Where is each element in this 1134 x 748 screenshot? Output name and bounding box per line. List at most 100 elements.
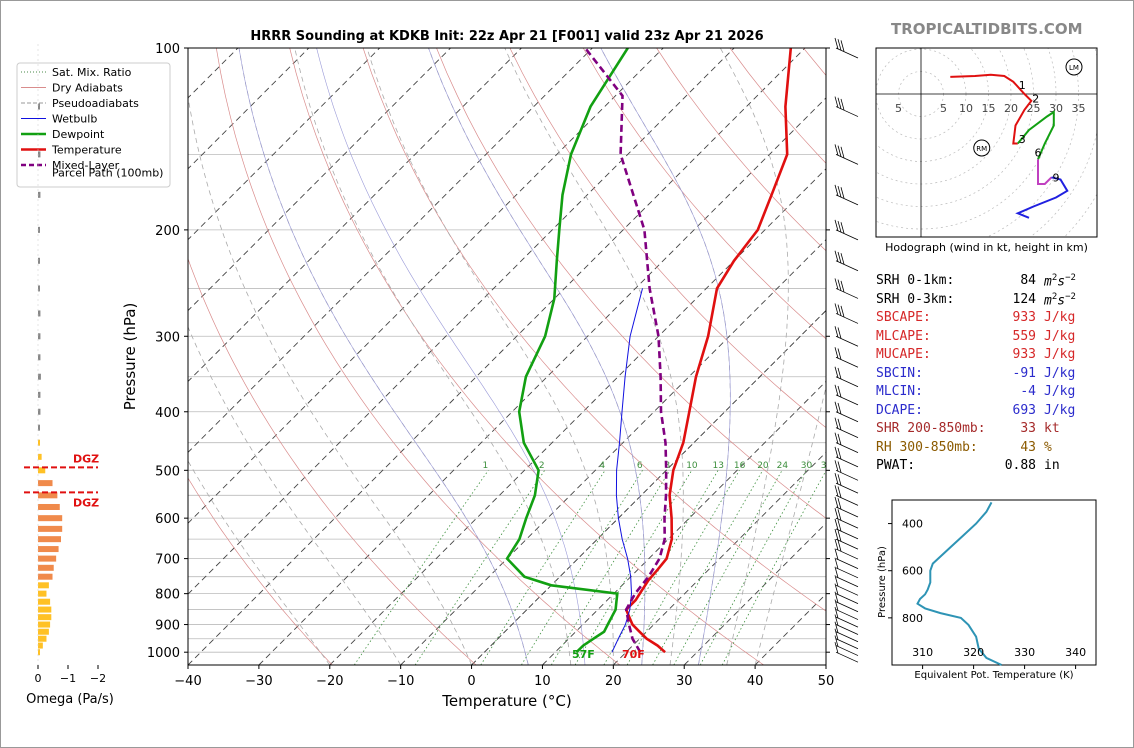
wind-barb-flag <box>840 305 845 317</box>
index-unit: m2s−2 <box>1044 273 1076 290</box>
omega-bar <box>38 606 52 613</box>
mixing-ratio-line <box>626 470 740 665</box>
theta-e-x-tick-label: 310 <box>912 646 933 659</box>
wind-barb <box>835 469 859 481</box>
omega-bar <box>38 310 41 317</box>
wind-barb <box>835 528 859 540</box>
wind-barb-flag <box>834 432 839 444</box>
index-value: 33 <box>1020 421 1036 436</box>
mixing-ratio-label: 1 <box>483 461 489 471</box>
storm-motion-marker <box>1065 58 1083 76</box>
index-label: SRH 0-3km: <box>876 291 955 307</box>
index-value: 693 <box>1012 402 1036 418</box>
omega-bar <box>38 642 43 649</box>
omega-bar <box>38 649 40 656</box>
y-tick-label: 100 <box>155 42 180 57</box>
pseudoadiabat <box>238 48 529 665</box>
wind-barb <box>835 631 859 643</box>
index-label: SRH 0-1km: <box>876 273 955 288</box>
mixing-ratio-label: 24 <box>777 461 789 471</box>
legend-label: Dry Adiabats <box>52 82 123 95</box>
wind-barb-flag <box>837 304 842 316</box>
isotherm <box>329 168 826 665</box>
dry-adiabat <box>582 48 826 340</box>
mixing-ratio-line <box>699 470 807 665</box>
wind-barb-flag <box>837 486 842 498</box>
x-tick-label: −30 <box>245 674 272 689</box>
legend-label: Sat. Mix. Ratio <box>52 66 132 79</box>
wind-barb-flag <box>834 591 839 603</box>
wind-barb <box>835 411 859 423</box>
surface-temp-label: 70F <box>622 648 645 661</box>
y-tick-label: 700 <box>155 553 180 568</box>
index-row: MLCAPE: <box>876 329 931 344</box>
wind-barb-flag <box>834 485 839 497</box>
omega-bar <box>38 257 40 264</box>
wind-barb-flag <box>837 251 842 264</box>
wind-barb <box>835 558 859 569</box>
hodograph-trace <box>1037 159 1053 185</box>
index-label: RH 300-850mb: <box>876 439 978 455</box>
omega-bar <box>38 598 51 605</box>
wind-barb-flag <box>837 519 842 532</box>
mixing-ratio-line <box>353 470 489 665</box>
wind-barb-flag <box>834 460 839 472</box>
mixing-ratio-line <box>480 470 606 665</box>
storm-motion-label: LM <box>1069 64 1079 72</box>
index-label: SBCIN: <box>876 365 923 381</box>
wind-barb-flag <box>834 96 839 108</box>
wind-barb-flag <box>834 628 839 640</box>
wind-barb <box>835 313 859 324</box>
index-unit: % <box>1044 439 1052 455</box>
index-label: SBCAPE: <box>876 310 931 325</box>
index-value: 559 <box>1012 328 1036 344</box>
index-row: SHR 200-850mb: <box>876 421 986 436</box>
legend: Sat. Mix. Ratio Dry Adiabats Pseudoadiabat… <box>16 62 171 188</box>
omega-bar <box>38 582 49 589</box>
wind-barb-flag <box>840 98 845 111</box>
wind-barb <box>835 356 859 368</box>
wind-barb-flag <box>837 385 842 398</box>
y-tick-label: 1000 <box>147 646 180 661</box>
skewt-frame <box>187 47 827 666</box>
mixing-ratio-line <box>521 470 643 665</box>
wind-barb <box>835 567 859 579</box>
wind-barb-flag <box>834 635 839 647</box>
wind-barb <box>835 335 859 347</box>
site-watermark: TROPICALTIDBITS.COM <box>891 20 1083 38</box>
pseudoadiabat <box>366 48 614 665</box>
index-row: MLCIN: <box>876 384 923 399</box>
x-tick-label: 0 <box>467 674 475 689</box>
index-label: PWAT: <box>876 458 916 473</box>
wind-barb-flag <box>834 473 839 485</box>
y-tick-label: 600 <box>155 512 180 527</box>
moist-adiabat <box>600 48 731 665</box>
wind-barb-flag <box>840 146 845 158</box>
omega-bar <box>38 226 40 233</box>
wind-barb-flag <box>834 278 839 290</box>
moist-adiabat <box>316 48 586 665</box>
hodograph-height-label: 3 <box>1019 133 1026 146</box>
wind-barb <box>835 456 859 468</box>
wind-barb-flag <box>834 347 839 359</box>
wind-barb <box>835 494 859 506</box>
x-tick-label: 50 <box>818 674 835 689</box>
surface-dewpoint-label: 57F <box>572 648 595 661</box>
index-row: SRH 0-1km: <box>876 273 954 288</box>
mixing-ratio-line <box>652 470 764 665</box>
hodograph-height-label: 2 <box>1032 93 1039 106</box>
skewt-plot-area: 1 2 4 6 8 10 13 16 20 24 30 36 <box>188 48 826 665</box>
hodograph-ring-label: 5 <box>895 102 902 115</box>
omega-bar <box>38 333 41 340</box>
mixing-ratio-label: 2 <box>539 461 545 471</box>
wind-barb-flag <box>837 348 842 360</box>
wind-barb-flag <box>834 144 839 156</box>
wind-barb <box>835 638 859 650</box>
isotherm <box>188 48 806 665</box>
wind-barb-flag <box>834 366 839 378</box>
hodograph-ring-label: 5 <box>940 102 947 115</box>
hodograph-title: Hodograph (wind in kt, height in km) <box>885 241 1088 254</box>
hodograph-ring-label: 35 <box>1072 102 1086 115</box>
moist-adiabat <box>238 48 529 665</box>
